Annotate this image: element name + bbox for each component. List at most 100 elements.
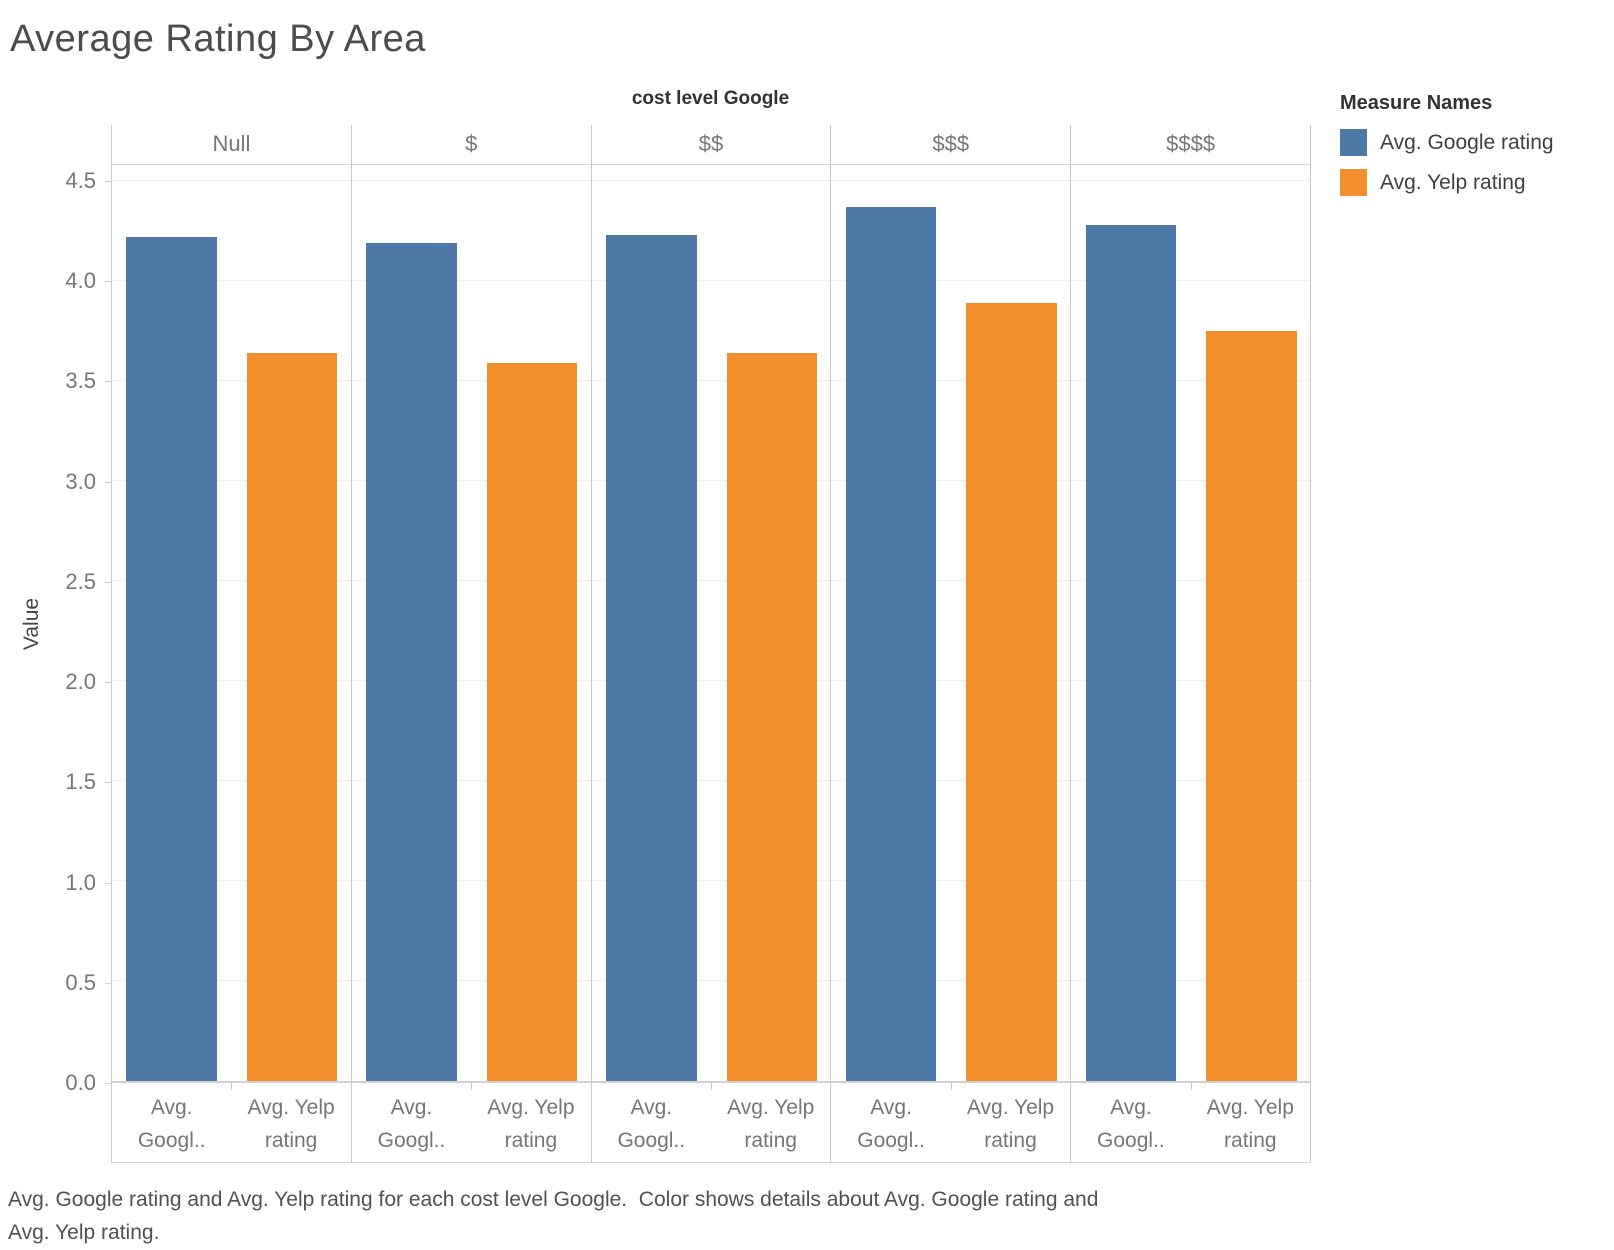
legend-label-yelp: Avg. Yelp rating [1380,170,1526,194]
gridline [351,980,591,981]
gridline [1071,480,1310,481]
legend: Measure Names Avg. Google rating Avg. Ye… [1340,92,1554,209]
y-tick-label: 0.0 [65,1070,96,1095]
legend-item-yelp[interactable]: Avg. Yelp rating [1340,169,1554,196]
facet-header-label: $$ [591,125,831,165]
facet-panel-: $ Avg. Googl.. Avg. Yelp rating [351,125,592,1163]
legend-item-google[interactable]: Avg. Google rating [1340,129,1554,156]
gridline [831,780,1071,781]
gridline [112,580,351,581]
gridline [591,980,831,981]
bar-avg-yelp-rating[interactable] [1206,331,1297,1081]
y-tick-mark [105,381,111,382]
bar-avg-google-rating[interactable] [1085,225,1177,1081]
gridline [351,580,591,581]
gridline [591,580,831,581]
facet-header-label: $$$$ [1071,125,1310,165]
gridline [591,880,831,881]
y-tick-mark [105,482,111,483]
x-axis-labels: Avg. Googl.. Avg. Yelp rating [831,1083,1071,1163]
gridline [1071,680,1310,681]
facet-header-label: $ [351,125,591,165]
facet-panel-: $$ Avg. Googl.. Avg. Yelp rating [591,125,832,1163]
plot-area [112,165,351,1083]
gridline [591,480,831,481]
gridline [831,880,1071,881]
x-axis-label-avg-yelp-rating: Avg. Yelp rating [966,1095,1055,1152]
gridline [112,380,351,381]
x-axis-label-avg-google-rating: Avg. Googl.. [1097,1095,1165,1152]
x-axis-center-tick [231,1083,233,1090]
bar-avg-yelp-rating[interactable] [486,363,578,1081]
y-tick-label: 1.5 [65,769,96,795]
gridline [112,980,351,981]
bar-avg-google-rating[interactable] [366,243,457,1081]
x-axis-label-avg-google-rating: Avg. Googl.. [377,1095,446,1152]
gridline [112,880,351,881]
y-tick-mark [105,181,111,182]
gridline [351,680,591,681]
gridline [1071,580,1310,581]
x-axis-label-avg-google-rating: Avg. Googl.. [857,1095,925,1152]
y-tick-mark [105,582,111,583]
gridline [351,880,591,881]
y-tick-label: 2.0 [65,669,96,695]
x-axis-center-tick [471,1083,473,1090]
x-axis-label-avg-google-rating: Avg. Googl.. [137,1095,206,1152]
y-tick-label: 4.0 [65,268,96,294]
x-axis-center-tick [950,1083,952,1090]
plot-area [1071,165,1310,1083]
y-tick-mark [105,1083,111,1084]
x-axis-labels: Avg. Googl.. Avg. Yelp rating [112,1083,351,1163]
gridline [591,180,831,181]
gridline [831,280,1071,281]
y-tick-mark [105,281,111,282]
gridline [112,180,351,181]
gridline [112,480,351,481]
bar-avg-google-rating[interactable] [845,207,937,1081]
y-tick-mark [105,782,111,783]
gridline [591,680,831,681]
y-tick-mark [105,682,111,683]
bar-avg-google-rating[interactable] [606,235,697,1081]
x-axis-center-tick [1190,1083,1192,1090]
gridline [831,980,1071,981]
bar-avg-yelp-rating[interactable] [726,353,817,1081]
gridline [1071,780,1310,781]
plot-area [351,165,591,1083]
x-axis-label-avg-yelp-rating: Avg. Yelp rating [1206,1095,1294,1152]
gridline [591,780,831,781]
gridline [591,380,831,381]
x-axis-label-avg-yelp-rating: Avg. Yelp rating [487,1095,575,1152]
gridline [351,380,591,381]
facet-panel-: $$$ Avg. Googl.. Avg. Yelp rating [831,125,1072,1163]
facet-panel-null: Null Avg. Googl.. Avg. Yelp rating [112,125,352,1163]
gridline [831,680,1071,681]
y-axis-title: Value [20,597,43,651]
x-axis-label-avg-yelp-rating: Avg. Yelp rating [727,1095,815,1152]
facet-header-label: $$$ [831,125,1071,165]
gridline [831,380,1071,381]
x-axis-label-avg-google-rating: Avg. Googl.. [617,1095,686,1152]
y-tick-label: 3.5 [65,368,96,394]
y-tick-mark [105,883,111,884]
y-tick-label: 1.0 [65,869,96,895]
legend-title: Measure Names [1340,92,1493,114]
page-title: Average Rating By Area [10,18,426,60]
gridline [1071,880,1310,881]
y-tick-mark [105,983,111,984]
legend-label-google: Avg. Google rating [1380,130,1554,154]
x-axis-label-avg-yelp-rating: Avg. Yelp rating [247,1095,335,1152]
gridline [831,180,1071,181]
bar-avg-yelp-rating[interactable] [246,353,338,1081]
gridline [831,580,1071,581]
facet-panel-: $$$$ Avg. Googl.. Avg. Yelp rating [1071,125,1311,1163]
gridline [591,280,831,281]
bar-avg-yelp-rating[interactable] [966,303,1057,1081]
x-axis-labels: Avg. Googl.. Avg. Yelp rating [351,1083,591,1163]
bar-avg-google-rating[interactable] [126,237,217,1081]
gridline [1071,280,1310,281]
legend-swatch-yelp-icon [1340,169,1367,196]
gridline [831,480,1071,481]
